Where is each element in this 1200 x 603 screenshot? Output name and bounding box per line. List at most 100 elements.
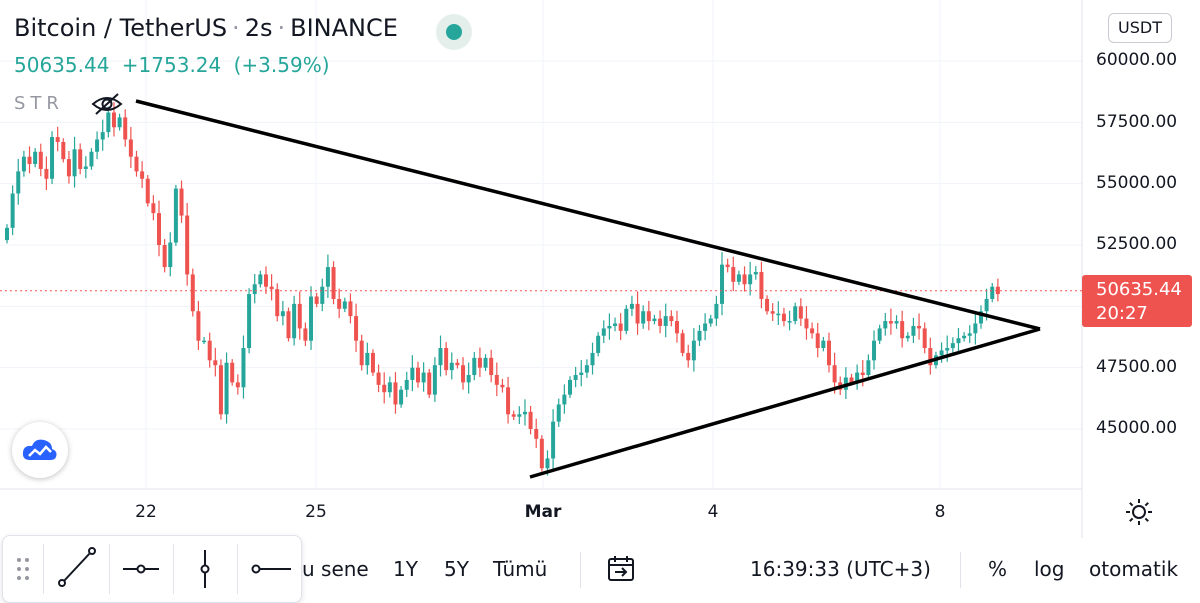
drag-handle[interactable] — [3, 536, 43, 602]
candle-body — [162, 245, 167, 268]
last-price-value: 50635.44 — [1096, 279, 1182, 300]
candle-body — [263, 274, 268, 287]
candle-body — [72, 149, 77, 177]
candle-body — [748, 274, 753, 285]
currency-button[interactable]: USDT — [1108, 13, 1172, 43]
candle-body — [280, 311, 285, 317]
vertical-line-tool[interactable] — [173, 536, 237, 602]
candle-body — [415, 367, 420, 383]
candle-body — [635, 303, 640, 324]
candle-body — [680, 333, 685, 353]
range-1y[interactable]: 1Y — [393, 557, 418, 581]
candle-body — [100, 132, 105, 140]
candle-body — [624, 308, 629, 331]
candle-body — [140, 171, 145, 179]
candle-body — [185, 215, 190, 275]
candle-body — [556, 404, 561, 422]
candle-body — [596, 335, 601, 353]
candle-body — [821, 340, 826, 349]
candle-body — [252, 284, 257, 295]
candle-body — [213, 360, 218, 366]
candle-body — [134, 156, 139, 172]
candle-body — [438, 348, 443, 366]
candle-body — [303, 328, 308, 341]
market-status-dot[interactable] — [436, 14, 472, 50]
candle-body — [325, 267, 330, 287]
separator: · — [277, 14, 286, 42]
candle-body — [613, 323, 618, 326]
candle-body — [157, 213, 162, 245]
candle-body — [663, 316, 668, 326]
price-axis-label: 52500.00 — [1096, 234, 1178, 254]
candle-body — [804, 318, 809, 329]
candle-body — [900, 321, 905, 339]
candle-body — [33, 151, 38, 165]
candle-body — [522, 411, 527, 415]
percent-toggle[interactable]: % — [988, 557, 1008, 581]
auto-scale-toggle[interactable]: otomatik — [1089, 557, 1179, 581]
candle-body — [354, 316, 359, 341]
log-toggle[interactable]: log — [1034, 557, 1065, 581]
ray-icon — [251, 564, 291, 574]
candle-body — [984, 298, 989, 312]
symbol-title[interactable]: Bitcoin / TetherUS · 2s · BINANCE — [14, 14, 398, 42]
candle-body — [742, 274, 747, 285]
tradingview-logo-button[interactable] — [12, 422, 68, 478]
upper-trend-line[interactable] — [135, 99, 1041, 331]
candle-body — [168, 242, 173, 268]
candle-body — [432, 365, 437, 395]
range-5y[interactable]: 5Y — [444, 557, 469, 581]
candle-body — [978, 311, 983, 324]
horizontal-line-tool[interactable] — [109, 536, 173, 602]
drawing-toolbar — [2, 535, 302, 603]
candle-body — [725, 264, 730, 268]
candle-body — [860, 372, 865, 376]
divider — [580, 552, 581, 588]
vertical-line-icon — [200, 550, 210, 588]
candle-body — [27, 156, 32, 165]
cloud-logo-icon — [22, 439, 57, 460]
candle-body — [337, 298, 342, 309]
clock-time[interactable]: 16:39:33 (UTC+3) — [750, 557, 931, 581]
range-ytd[interactable]: u sene — [302, 557, 369, 581]
separator: · — [232, 14, 240, 42]
gear-icon[interactable] — [1124, 497, 1154, 527]
candle-body — [376, 372, 381, 385]
candle-body — [179, 188, 184, 216]
candle-body — [111, 112, 116, 128]
range-all[interactable]: Tümü — [493, 557, 548, 581]
lower-trend-line[interactable] — [529, 327, 1041, 479]
ray-tool[interactable] — [237, 536, 301, 602]
candle-body — [720, 264, 725, 304]
candle-body — [5, 227, 9, 241]
candle-body — [483, 357, 488, 368]
trend-line-tool[interactable] — [45, 536, 109, 602]
horizontal-ray-icon — [123, 564, 159, 574]
triangle-drawing[interactable] — [135, 99, 1041, 479]
candle-body — [123, 117, 128, 140]
divider — [43, 544, 44, 594]
eye-hidden-icon[interactable] — [90, 91, 124, 117]
candle-body — [196, 311, 201, 341]
candle-body — [128, 139, 133, 157]
candle-body — [849, 377, 854, 383]
candle-body — [832, 365, 837, 383]
candle-body — [202, 340, 207, 343]
indicator-label[interactable]: STR — [14, 93, 64, 114]
candle-body — [562, 394, 567, 405]
candle-body — [601, 328, 606, 336]
candle-body — [393, 382, 398, 405]
candle-body — [697, 330, 702, 341]
candle-body — [421, 372, 426, 383]
candle-body — [359, 340, 364, 366]
calendar-goto-icon[interactable] — [606, 554, 636, 584]
candle-body — [894, 321, 899, 324]
symbol-name: Bitcoin / TetherUS — [14, 14, 228, 42]
candle-body — [618, 323, 623, 331]
time-axis-label: 4 — [707, 502, 719, 522]
dots-drag-icon — [17, 558, 29, 580]
candle-body — [568, 379, 572, 395]
candle-body — [776, 313, 781, 316]
price-axis-label: 45000.00 — [1096, 418, 1178, 438]
